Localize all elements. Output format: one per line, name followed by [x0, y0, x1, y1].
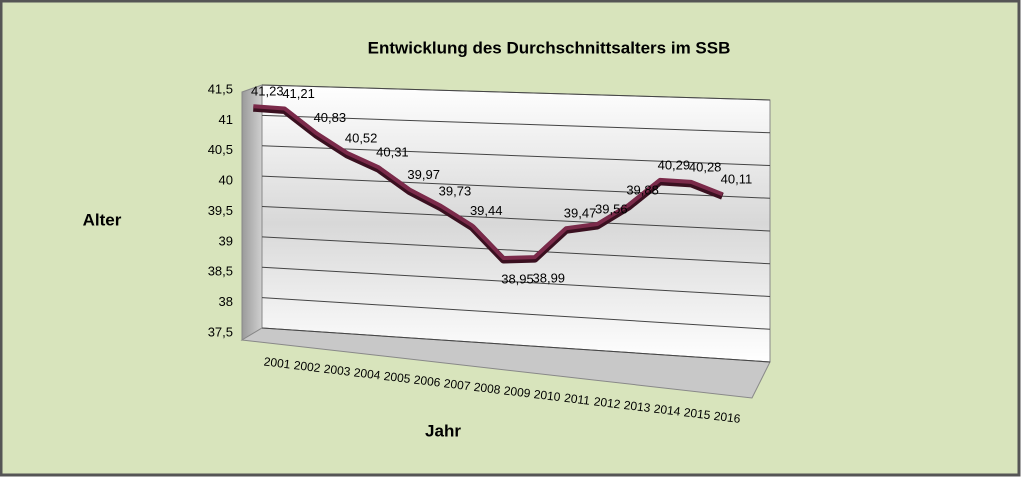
y-tick-label: 39,5: [208, 203, 233, 218]
y-axis-label: Alter: [83, 210, 122, 229]
value-label: 39,73: [439, 183, 472, 198]
value-label: 41,21: [282, 86, 315, 101]
grid-line: [261, 84, 771, 101]
value-label: 39,44: [470, 203, 503, 218]
grid-line: [261, 114, 771, 134]
x-tick-label: 2004: [353, 365, 382, 382]
value-label: 38,99: [533, 271, 566, 286]
x-tick-label: 2013: [623, 398, 652, 415]
value-label: 40,28: [689, 159, 722, 174]
side-wall: [241, 84, 263, 341]
x-tick-label: 2012: [593, 394, 622, 411]
y-tick-label: 40,5: [208, 142, 233, 157]
value-label: 39,47: [564, 206, 597, 221]
value-label: 39,97: [407, 167, 440, 182]
grid-line: [261, 327, 771, 363]
value-label: 40,31: [376, 145, 409, 160]
x-tick-label: 2011: [563, 391, 591, 408]
y-tick-label: 39: [219, 233, 233, 248]
x-tick-label: 2005: [383, 369, 412, 386]
value-label: 38,95: [501, 271, 534, 286]
y-tick-label: 41,5: [208, 81, 233, 96]
grid-line: [261, 175, 771, 199]
x-tick-label: 2009: [503, 383, 532, 400]
y-tick-label: 41: [219, 112, 233, 127]
x-tick-label: 2001: [263, 354, 292, 371]
back-wall: [261, 84, 771, 363]
value-label: 39,56: [595, 201, 628, 216]
y-tick-label: 37,5: [208, 324, 233, 339]
chart-title: Entwicklung des Durchschnittsalters im S…: [368, 38, 731, 57]
grid-line: [261, 266, 771, 297]
x-tick-label: 2016: [713, 409, 742, 426]
x-tick-label: 2007: [443, 376, 472, 393]
data-line: [253, 104, 724, 261]
value-label: 40,11: [721, 172, 753, 187]
y-tick-label: 40: [219, 173, 233, 188]
value-label: 40,52: [345, 130, 378, 145]
x-tick-label: 2010: [533, 387, 562, 404]
y-tick-label: 38: [219, 294, 233, 309]
grid-line: [261, 145, 771, 166]
x-tick-label: 2003: [323, 362, 352, 379]
value-label: 40,29: [658, 157, 691, 172]
value-label: 40,83: [314, 110, 347, 125]
value-label: 41,23: [251, 84, 284, 99]
x-tick-label: 2014: [653, 402, 682, 419]
x-axis-label: Jahr: [425, 421, 461, 440]
grid-line: [261, 297, 771, 330]
x-tick-label: 2006: [413, 373, 442, 390]
x-tick-label: 2015: [683, 405, 712, 422]
y-tick-label: 38,5: [208, 264, 233, 279]
grid-line: [261, 206, 771, 232]
x-tick-label: 2002: [293, 358, 322, 375]
x-tick-label: 2008: [473, 380, 502, 397]
value-label: 39,88: [626, 182, 659, 197]
grid-line: [261, 236, 771, 265]
